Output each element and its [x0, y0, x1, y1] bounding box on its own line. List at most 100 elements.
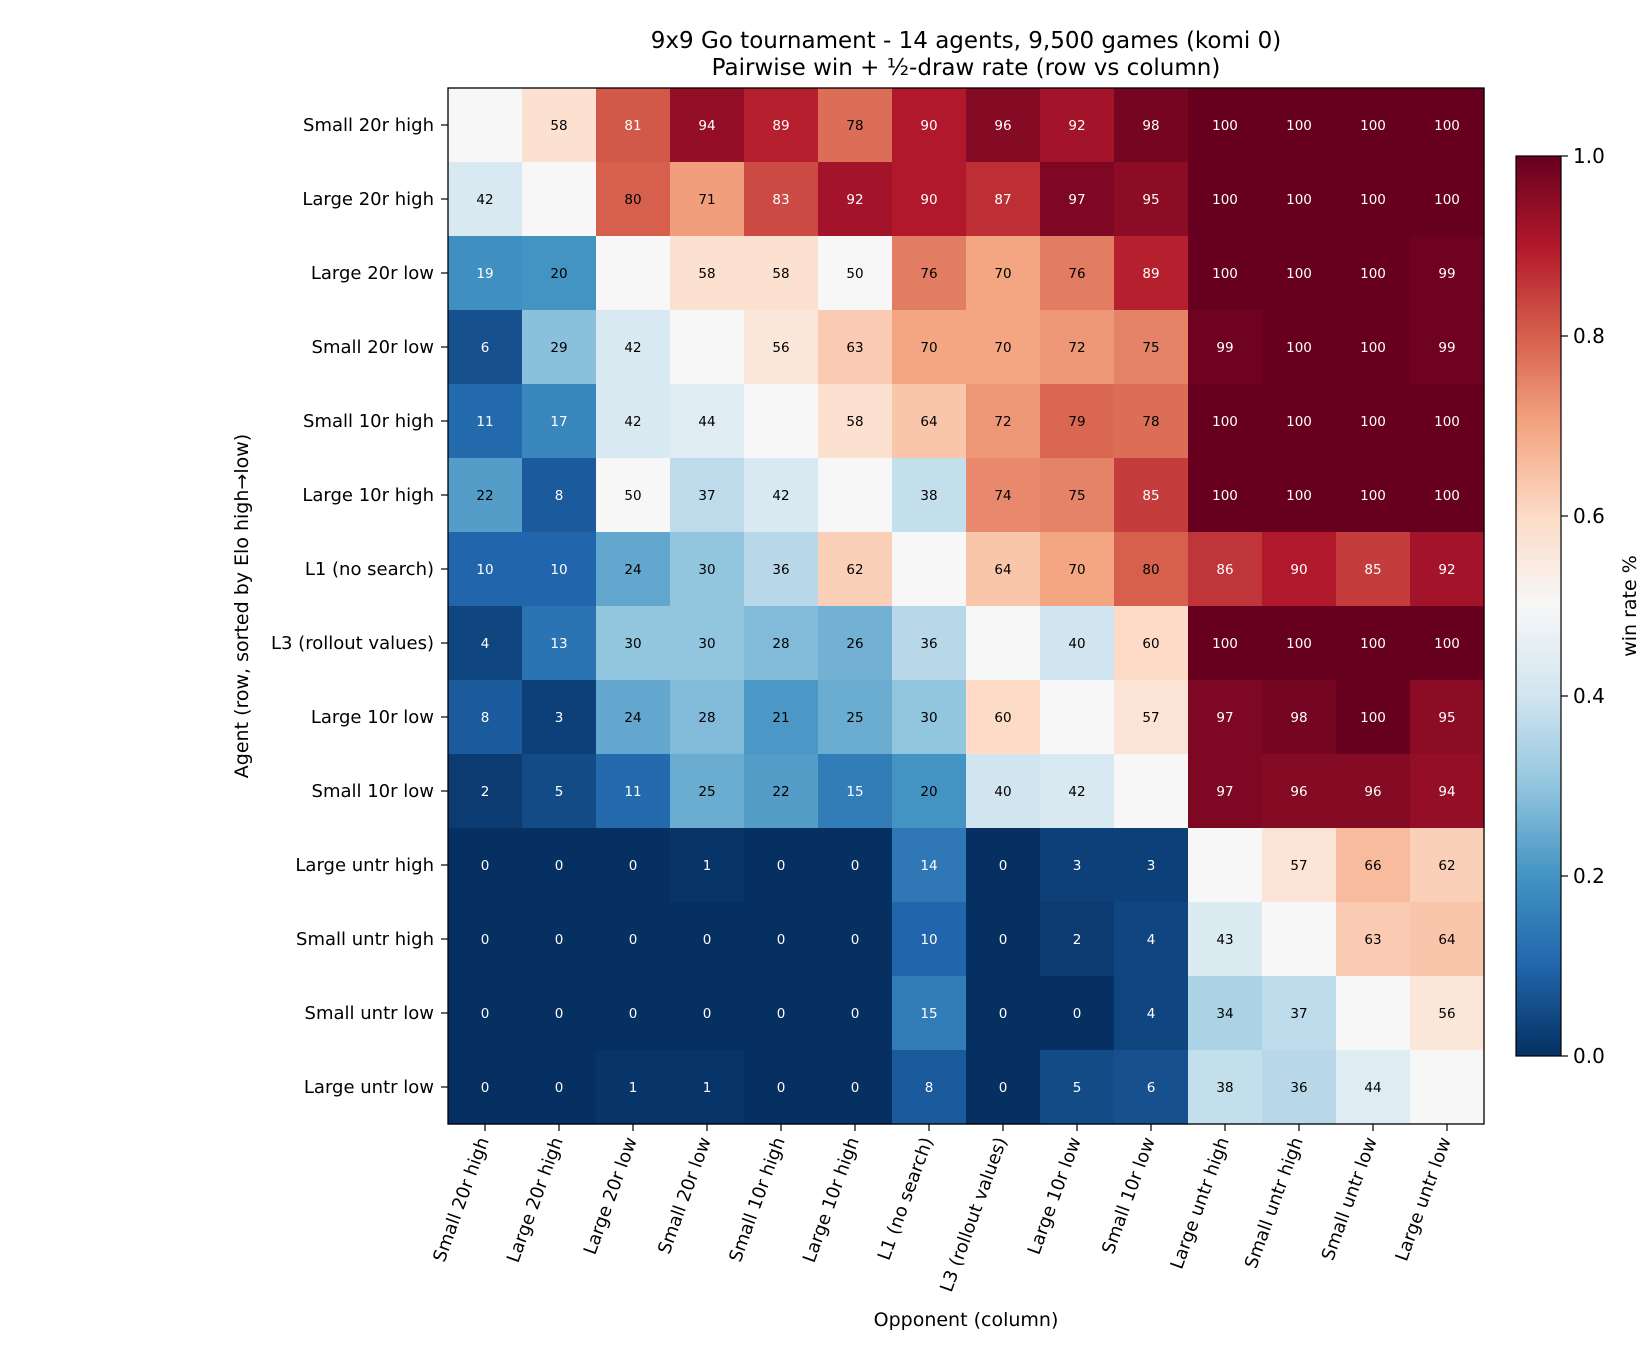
cell-value-label: 15: [846, 784, 863, 800]
heatmap-cell: [1114, 458, 1189, 533]
colorbar-tick-label: 1.0: [1573, 144, 1605, 168]
cell-value-label: 62: [1438, 858, 1455, 874]
heatmap-cell: [1114, 88, 1189, 163]
heatmap-cell: [966, 828, 1041, 903]
cell-value-label: 1: [703, 858, 712, 874]
cell-value-label: 100: [1212, 636, 1238, 652]
heatmap-cell: [1336, 458, 1411, 533]
heatmap-cell: [448, 754, 523, 829]
heatmap-cell: [892, 384, 967, 459]
heatmap-cell: [1114, 1050, 1189, 1125]
heatmap-cell: [670, 902, 745, 977]
heatmap-cell: [892, 754, 967, 829]
cell-value-label: 4: [1147, 1006, 1156, 1022]
cell-value-label: 95: [1438, 710, 1455, 726]
heatmap-cell: [1188, 384, 1263, 459]
colorbar-tick-label: 0.2: [1573, 864, 1605, 888]
cell-value-label: 0: [999, 1006, 1008, 1022]
cell-value-label: 4: [481, 636, 490, 652]
heatmap-cell: [892, 1050, 967, 1125]
heatmap-cell: [596, 754, 671, 829]
heatmap-cell: [818, 88, 893, 163]
cell-value-label: 22: [772, 784, 789, 800]
heatmap-cell: [1040, 976, 1115, 1051]
cell-value-label: 100: [1434, 636, 1460, 652]
cell-value-label: 56: [772, 340, 789, 356]
heatmap-cell: [818, 902, 893, 977]
chart-title: 9x9 Go tournament - 14 agents, 9,500 gam…: [651, 28, 1281, 54]
cell-value-label: 37: [698, 488, 715, 504]
heatmap-cell: [818, 384, 893, 459]
cell-value-label: 76: [920, 266, 937, 282]
heatmap-cell: [892, 976, 967, 1051]
heatmap-cell: [1262, 754, 1337, 829]
cell-value-label: 0: [703, 1006, 712, 1022]
cell-value-label: 0: [1073, 1006, 1082, 1022]
x-axis-label: Opponent (column): [874, 1309, 1059, 1331]
cell-value-label: 58: [846, 414, 863, 430]
y-tick-label: Large 20r high: [302, 189, 434, 210]
cell-value-label: 8: [555, 488, 564, 504]
cell-value-label: 42: [772, 488, 789, 504]
cell-value-label: 60: [1142, 636, 1159, 652]
heatmap-cell: [1040, 310, 1115, 385]
heatmap-cell: [1336, 976, 1411, 1051]
heatmap-cell: [596, 680, 671, 755]
x-tick-label: Large untr high: [1167, 1135, 1234, 1272]
cell-value-label: 71: [698, 192, 715, 208]
cell-value-label: 100: [1286, 192, 1312, 208]
heatmap-cell: [1410, 88, 1485, 163]
heatmap-cell: [522, 976, 597, 1051]
cell-value-label: 0: [481, 932, 490, 948]
cell-value-label: 0: [777, 858, 786, 874]
cell-value-label: 70: [1068, 562, 1085, 578]
heatmap-cell: [522, 384, 597, 459]
heatmap-cell: [1336, 902, 1411, 977]
heatmap-cell: [818, 680, 893, 755]
heatmap-cell: [1410, 976, 1485, 1051]
cell-value-label: 94: [698, 118, 715, 134]
cell-value-label: 92: [1438, 562, 1455, 578]
y-tick-label: Small 20r high: [303, 115, 434, 136]
heatmap-cell: [1040, 606, 1115, 681]
heatmap-cell: [1336, 606, 1411, 681]
cell-value-label: 3: [1073, 858, 1082, 874]
cell-value-label: 86: [1216, 562, 1233, 578]
heatmap-cell: [818, 310, 893, 385]
heatmap-cell: [1188, 606, 1263, 681]
y-tick-label: Large untr high: [295, 855, 434, 876]
y-tick-labels: Small 20r high Large 20r high Large 20r lo…: [271, 115, 448, 1098]
cell-value-label: 1: [629, 1080, 638, 1096]
cell-value-label: 0: [481, 1006, 490, 1022]
heatmap-cell: [670, 828, 745, 903]
heatmap-cell: [1040, 532, 1115, 607]
colorbar: [1515, 155, 1562, 1057]
cell-value-label: 0: [999, 1080, 1008, 1096]
heatmap-cell: [596, 236, 671, 311]
heatmap-cell: [1040, 236, 1115, 311]
colorbar-tick-label: 0.6: [1573, 504, 1605, 528]
cell-value-label: 89: [1142, 266, 1159, 282]
cell-value-label: 100: [1360, 192, 1386, 208]
heatmap-cell: [892, 310, 967, 385]
y-axis-label: Agent (row, sorted by Elo high→low): [231, 434, 253, 778]
cell-value-label: 36: [1290, 1080, 1307, 1096]
y-tick-label: Small untr high: [296, 929, 434, 950]
cell-value-label: 10: [550, 562, 567, 578]
cell-value-label: 25: [698, 784, 715, 800]
cell-value-label: 100: [1286, 414, 1312, 430]
heatmap-cell: [522, 236, 597, 311]
cell-value-label: 40: [994, 784, 1011, 800]
heatmap-cell: [670, 236, 745, 311]
heatmap-cell: [966, 236, 1041, 311]
heatmap-cell: [448, 236, 523, 311]
cell-value-label: 0: [999, 858, 1008, 874]
heatmap-cell: [966, 902, 1041, 977]
heatmap-cell: [448, 1050, 523, 1125]
cell-value-label: 50: [624, 488, 641, 504]
cell-value-label: 74: [994, 488, 1011, 504]
heatmap-cell: [596, 828, 671, 903]
cell-value-label: 36: [920, 636, 937, 652]
heatmap-cell: [670, 88, 745, 163]
cell-value-label: 19: [476, 266, 493, 282]
